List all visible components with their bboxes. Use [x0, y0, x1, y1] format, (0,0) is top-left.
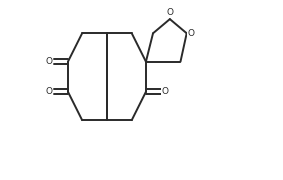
Text: O: O: [46, 87, 53, 96]
Text: O: O: [188, 29, 195, 38]
Text: O: O: [166, 8, 173, 17]
Text: O: O: [46, 57, 53, 66]
Text: O: O: [162, 87, 169, 96]
